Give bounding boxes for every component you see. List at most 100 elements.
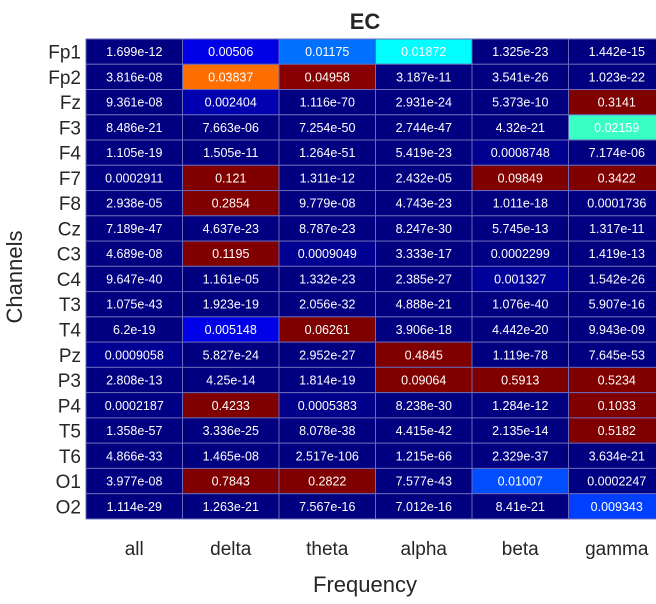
cell-value-label: 1.465e-08 (203, 449, 259, 463)
heatmap-cell (182, 114, 280, 141)
cell-value-label: 1.442e-15 (589, 45, 645, 59)
cell-value-label: 0.03837 (208, 70, 253, 84)
heatmap-cell (568, 341, 656, 368)
row-tick-label: P4 (58, 396, 82, 417)
y-axis-label: Channels (2, 231, 27, 324)
cell-value-label: 0.005148 (205, 323, 257, 337)
cell-value-label: 1.215e-66 (396, 449, 452, 463)
column-tick-label: theta (306, 539, 349, 560)
heatmap-cell (568, 114, 656, 141)
heatmap-cell (278, 265, 376, 293)
heatmap-cell (471, 265, 569, 293)
cell-value-label: 9.647e-40 (106, 272, 162, 286)
row-tick-label: Fp2 (48, 68, 81, 89)
cell-value-label: 1.358e-57 (106, 424, 162, 438)
cell-value-label: 3.816e-08 (106, 70, 162, 84)
heatmap-cell (375, 89, 473, 116)
cell-value-label: 0.0002187 (105, 399, 164, 413)
heatmap-cell (85, 240, 183, 267)
heatmap-cell (375, 493, 473, 520)
cell-value-label: 2.385e-27 (396, 272, 452, 286)
cell-value-label: 0.0002911 (105, 171, 163, 185)
heatmap-cell (471, 63, 569, 91)
cell-value-label: 5.373e-10 (492, 96, 548, 110)
cell-value-label: 0.1033 (598, 399, 636, 413)
cell-value-label: 1.076e-40 (492, 298, 548, 312)
cell-value-label: 7.012e-16 (396, 500, 452, 514)
heatmap-cell (471, 164, 569, 192)
cell-value-label: 7.174e-06 (589, 146, 645, 160)
heatmap-cell (278, 240, 376, 267)
cell-value-label: 1.114e-29 (107, 500, 162, 514)
cell-value-label: 0.0005383 (298, 399, 357, 413)
cell-value-label: 1.505e-11 (203, 146, 258, 160)
heatmap-cell (568, 392, 656, 419)
cell-value-label: 3.541e-26 (492, 70, 548, 84)
row-tick-label: Pz (59, 346, 81, 367)
heatmap-cell (278, 392, 376, 419)
cell-value-label: 0.01872 (401, 45, 446, 59)
heatmap-cell (278, 467, 376, 495)
cell-value-label: 0.02159 (594, 121, 639, 135)
row-tick-label: Cz (58, 219, 81, 240)
cell-value-label: 0.009343 (591, 500, 643, 514)
cell-value-label: 0.002404 (205, 96, 257, 110)
heatmap-cell (182, 190, 280, 217)
heatmap-cell (278, 114, 376, 141)
heatmap-cell (375, 240, 473, 267)
cell-value-label: 1.161e-05 (203, 272, 259, 286)
cell-value-label: 7.645e-53 (589, 348, 645, 362)
cell-value-label: 4.743e-23 (396, 197, 452, 211)
row-tick-label: F8 (59, 194, 81, 215)
column-tick-label: alpha (401, 539, 448, 560)
cell-value-label: 0.121 (215, 171, 246, 185)
row-tick-labels: Fp1 Fp2 Fz F3 F4 F7 F8 Cz C3 C4 T3 T4 Pz P3 P4 T5 T6 O1 O2 (48, 43, 81, 519)
cell-value-label: 0.001327 (494, 272, 546, 286)
heatmap-cell (278, 139, 376, 166)
cell-value-label: 0.4845 (405, 348, 443, 362)
cell-value-label: 1.116e-70 (300, 96, 355, 110)
heatmap-cell (568, 366, 656, 394)
cell-value-label: 0.2854 (212, 197, 250, 211)
cell-value-label: 7.254e-50 (299, 121, 355, 135)
cell-value-label: 8.238e-30 (396, 399, 452, 413)
row-tick-label: C4 (57, 270, 82, 291)
cell-value-label: 7.663e-06 (203, 121, 259, 135)
row-tick-label: T3 (59, 295, 81, 316)
heatmap-cell (278, 417, 376, 444)
cell-value-label: 1.075e-43 (106, 298, 162, 312)
heatmap-cell (278, 442, 376, 469)
heatmap-cell (85, 442, 183, 469)
heatmap-cell (568, 63, 656, 91)
row-tick-label: T6 (59, 447, 81, 468)
row-tick-label: T4 (59, 320, 82, 341)
heatmap-cell (182, 341, 280, 368)
cell-value-label: 3.906e-18 (396, 323, 452, 337)
heatmap-cell (85, 139, 183, 166)
cell-value-label: 5.745e-13 (492, 222, 548, 236)
heatmap-cell (568, 493, 656, 520)
cell-value-label: 4.32e-21 (496, 121, 545, 135)
heatmap-cell (85, 63, 183, 91)
cell-value-label: 3.634e-21 (589, 449, 645, 463)
cell-value-label: 1.419e-13 (589, 247, 645, 261)
cell-value-label: 3.187e-11 (396, 70, 451, 84)
cell-value-label: 0.04958 (305, 70, 350, 84)
cell-value-label: 8.41e-21 (496, 500, 545, 514)
heatmap-cell (375, 265, 473, 293)
heatmap-cell (85, 493, 183, 520)
cell-value-label: 8.787e-23 (299, 222, 355, 236)
heatmap-cell (182, 164, 280, 192)
heatmap-cell (182, 366, 280, 394)
heatmap-cell (471, 417, 569, 444)
cell-value-label: 7.577e-43 (396, 475, 452, 489)
heatmap-cell (375, 341, 473, 368)
cell-value-label: 7.567e-16 (299, 500, 355, 514)
cell-value-label: 0.0009058 (105, 348, 164, 362)
cell-value-label: 1.264e-51 (299, 146, 355, 160)
cell-value-label: 0.0008748 (491, 146, 550, 160)
heatmap-cell (568, 190, 656, 217)
row-tick-label: F4 (59, 144, 82, 165)
heatmap-cell (471, 114, 569, 141)
